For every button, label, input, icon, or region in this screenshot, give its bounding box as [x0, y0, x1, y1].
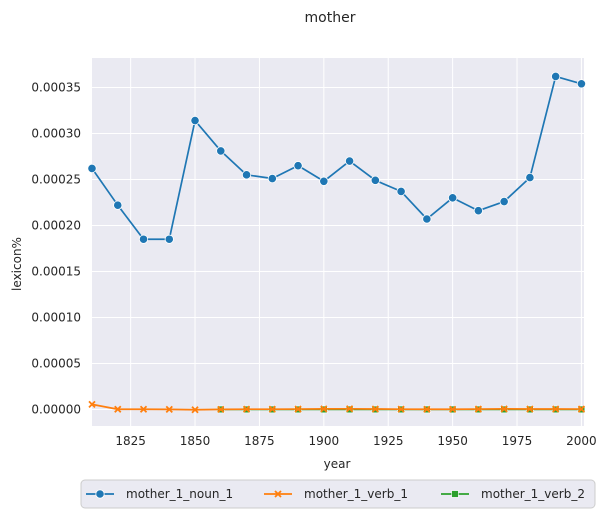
data-point: [474, 405, 483, 413]
data-point: [397, 405, 405, 413]
data-point: [448, 193, 458, 203]
x-tick-label: 1925: [373, 434, 404, 448]
data-point: [526, 405, 534, 413]
x-tick-label: 1900: [309, 434, 340, 448]
data-point: [165, 405, 173, 413]
data-point: [217, 405, 225, 413]
series-layer: [87, 71, 587, 414]
legend-marker: [95, 489, 105, 499]
plot-area: [92, 58, 584, 426]
y-tick-label: 0.00015: [31, 264, 81, 278]
legend-label: mother_1_verb_2: [481, 487, 585, 501]
data-point: [88, 400, 96, 409]
data-point: [294, 405, 302, 413]
data-point: [320, 405, 328, 413]
data-point: [500, 405, 508, 413]
legend-marker: [451, 490, 459, 498]
data-point: [344, 156, 355, 166]
data-point: [422, 214, 432, 224]
data-point: [448, 405, 457, 413]
x-tick-label: 1825: [115, 434, 146, 448]
data-point: [396, 186, 406, 196]
data-point: [551, 71, 561, 82]
data-point: [113, 200, 123, 210]
y-tick-label: 0.00030: [31, 126, 81, 140]
data-point: [499, 196, 509, 207]
x-tick-label: 1875: [244, 434, 275, 448]
series-mother_1_verb_1: [88, 400, 586, 414]
data-point: [423, 405, 431, 413]
chart-title: mother: [305, 10, 356, 26]
data-point: [190, 115, 200, 126]
legend-label: mother_1_verb_1: [304, 487, 408, 501]
series-line-mother_1_verb_1: [91, 403, 582, 411]
data-point: [371, 405, 379, 413]
data-point: [138, 234, 149, 244]
x-tick-label: 1850: [180, 434, 211, 448]
y-tick-label: 0.00005: [31, 356, 81, 370]
y-tick-label: 0.00000: [31, 402, 81, 416]
x-axis-label: year: [324, 457, 351, 471]
data-point: [267, 173, 277, 184]
data-point: [576, 79, 587, 89]
legend-marker: [274, 490, 282, 498]
data-point: [319, 176, 329, 186]
y-tick-label: 0.00025: [31, 172, 81, 186]
data-point: [114, 405, 122, 413]
data-point: [164, 234, 174, 244]
y-tick-label: 0.00035: [31, 80, 81, 94]
data-point: [87, 163, 97, 173]
data-point: [268, 405, 276, 413]
y-tick-label: 0.00020: [31, 218, 81, 232]
data-point: [525, 173, 535, 183]
y-axis-label: lexicon%: [10, 237, 24, 291]
data-point: [345, 405, 354, 413]
data-point: [370, 175, 380, 185]
data-point: [577, 405, 586, 413]
data-point: [473, 206, 483, 216]
data-point: [241, 170, 252, 180]
x-tick-label: 1950: [437, 434, 468, 448]
series-mother_1_noun_1: [87, 71, 587, 244]
legend-box: [80, 479, 596, 509]
x-tick-label: 1975: [502, 434, 533, 448]
data-point: [242, 405, 251, 413]
tick-labels: 1825 1850 1875 1900 1925 1950 1975 2000 0.00000 0…: [31, 80, 596, 448]
data-point: [216, 146, 226, 156]
data-point: [293, 161, 303, 171]
legend: mother_1_noun_1 mother_1_verb_1 mother_1_v…: [80, 479, 596, 509]
y-tick-label: 0.00010: [31, 310, 81, 324]
data-point: [552, 405, 560, 413]
legend-label: mother_1_noun_1: [126, 487, 233, 501]
data-point: [139, 405, 148, 413]
data-point: [191, 406, 199, 414]
x-tick-label: 2000: [566, 434, 597, 448]
